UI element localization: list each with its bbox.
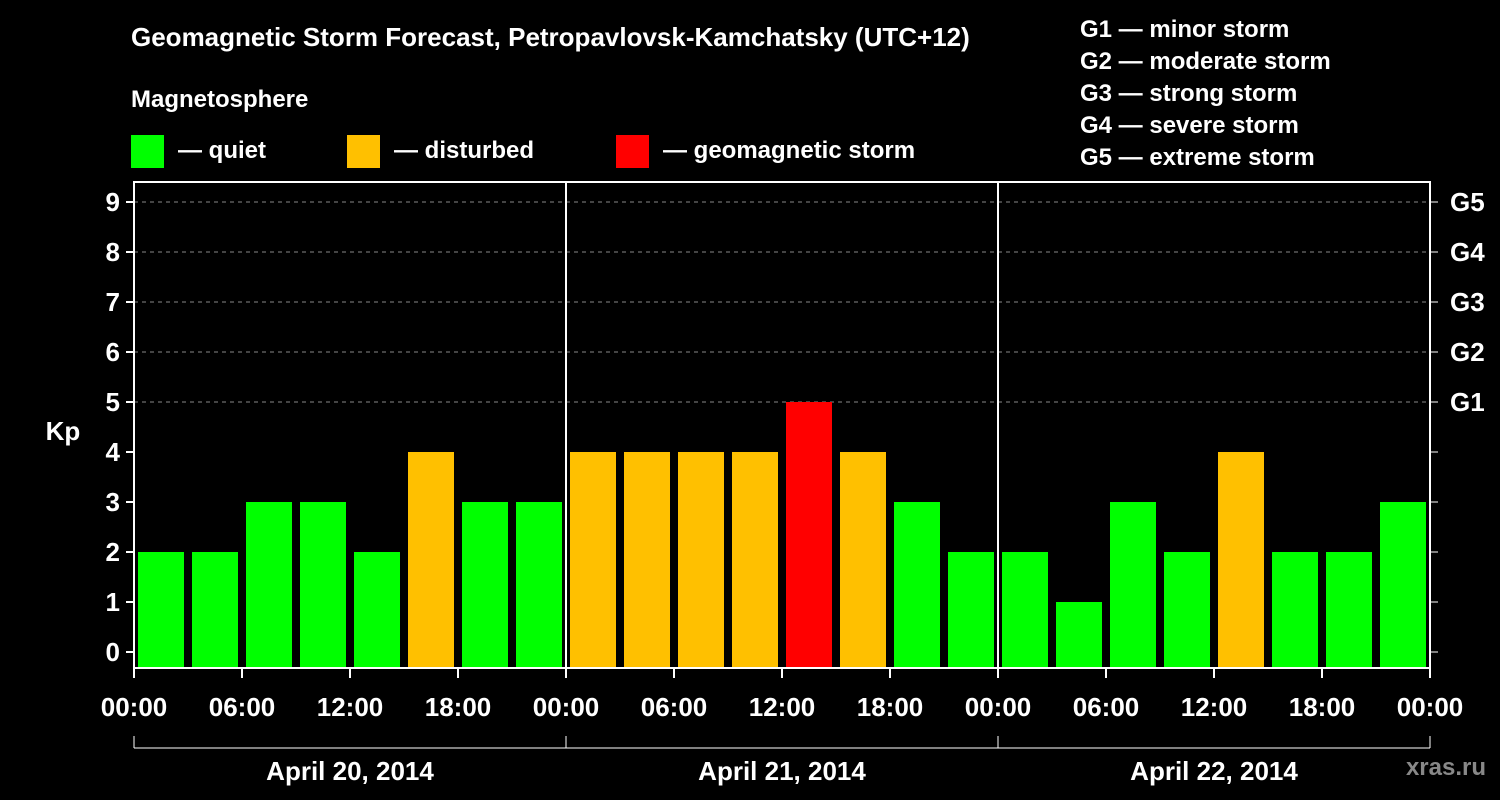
storm-level-g3: G3 — strong storm (1080, 80, 1298, 107)
bar-7 (516, 502, 562, 668)
x-tick-label-2: 12:00 (317, 692, 384, 722)
y-tick-label-7: 7 (106, 287, 120, 317)
bar-3 (300, 502, 346, 668)
chart-title: Geomagnetic Storm Forecast, Petropavlovs… (131, 22, 970, 52)
x-tick-label-8: 00:00 (965, 692, 1032, 722)
bar-22 (1326, 552, 1372, 668)
y-tick-label-6: 6 (106, 337, 120, 367)
day-label-2: April 22, 2014 (1130, 756, 1298, 786)
watermark: xras.ru (1405, 754, 1486, 781)
bar-9 (624, 452, 670, 668)
legend-label-disturbed: — disturbed (394, 137, 535, 164)
right-tick-label-g1: G1 (1450, 387, 1485, 417)
bar-6 (462, 502, 508, 668)
bar-10 (678, 452, 724, 668)
bar-1 (192, 552, 238, 668)
y-tick-label-8: 8 (106, 237, 120, 267)
legend-disturbed: — disturbed (347, 134, 534, 168)
legend-subtitle: Magnetosphere (131, 86, 309, 113)
x-tick-label-1: 06:00 (209, 692, 276, 722)
day-label-1: April 21, 2014 (698, 756, 866, 786)
x-tick-label-11: 18:00 (1289, 692, 1356, 722)
day-label-0: April 20, 2014 (266, 756, 434, 786)
legend-label-quiet: — quiet (178, 137, 266, 164)
storm-level-g4: G4 — severe storm (1080, 112, 1299, 139)
bar-2 (246, 502, 292, 668)
right-tick-label-g5: G5 (1450, 187, 1485, 217)
y-tick-label-3: 3 (106, 487, 120, 517)
bar-14 (894, 502, 940, 668)
x-tick-label-0: 00:00 (101, 692, 168, 722)
y-tick-label-9: 9 (106, 187, 120, 217)
bar-19 (1164, 552, 1210, 668)
legend-quiet: — quiet (131, 134, 266, 168)
legend-storm: — geomagnetic storm (616, 134, 915, 168)
legend-swatch-quiet (131, 134, 164, 168)
bar-17 (1056, 602, 1102, 668)
bar-13 (840, 452, 886, 668)
right-tick-label-g4: G4 (1450, 237, 1485, 267)
bar-5 (408, 452, 454, 668)
right-tick-label-g3: G3 (1450, 287, 1485, 317)
storm-level-g2: G2 — moderate storm (1080, 48, 1331, 75)
x-tick-label-3: 18:00 (425, 692, 492, 722)
bar-0 (138, 552, 184, 668)
x-tick-label-12: 00:00 (1397, 692, 1464, 722)
storm-level-legend: G1 — minor storm G2 — moderate storm G3 … (1080, 14, 1331, 174)
bar-4 (354, 552, 400, 668)
y-tick-label-4: 4 (106, 437, 121, 467)
bar-21 (1272, 552, 1318, 668)
y-tick-label-1: 1 (106, 587, 120, 617)
storm-level-g5: G5 — extreme storm (1080, 144, 1315, 171)
right-tick-label-g2: G2 (1450, 337, 1485, 367)
bar-16 (1002, 552, 1048, 668)
bar-15 (948, 552, 994, 668)
storm-level-g1: G1 — minor storm (1080, 16, 1290, 43)
x-tick-label-9: 06:00 (1073, 692, 1140, 722)
x-tick-label-10: 12:00 (1181, 692, 1248, 722)
x-tick-label-4: 00:00 (533, 692, 600, 722)
bar-11 (732, 452, 778, 668)
x-tick-label-5: 06:00 (641, 692, 708, 722)
x-tick-label-6: 12:00 (749, 692, 816, 722)
bar-20 (1218, 452, 1264, 668)
y-tick-label-5: 5 (106, 387, 120, 417)
legend-swatch-storm (616, 134, 649, 168)
legend-label-storm: — geomagnetic storm (663, 137, 916, 164)
x-tick-label-7: 18:00 (857, 692, 924, 722)
legend-swatch-disturbed (347, 134, 380, 168)
bar-18 (1110, 502, 1156, 668)
bar-8 (570, 452, 616, 668)
y-tick-label-2: 2 (106, 537, 120, 567)
bar-12 (786, 402, 832, 668)
y-axis-label: Kp (46, 416, 81, 446)
y-tick-label-0: 0 (106, 637, 120, 667)
bar-23 (1380, 502, 1426, 668)
